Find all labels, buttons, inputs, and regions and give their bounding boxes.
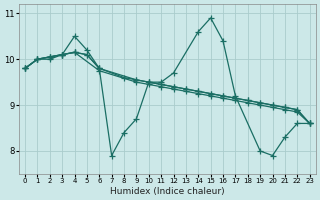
- X-axis label: Humidex (Indice chaleur): Humidex (Indice chaleur): [110, 187, 225, 196]
